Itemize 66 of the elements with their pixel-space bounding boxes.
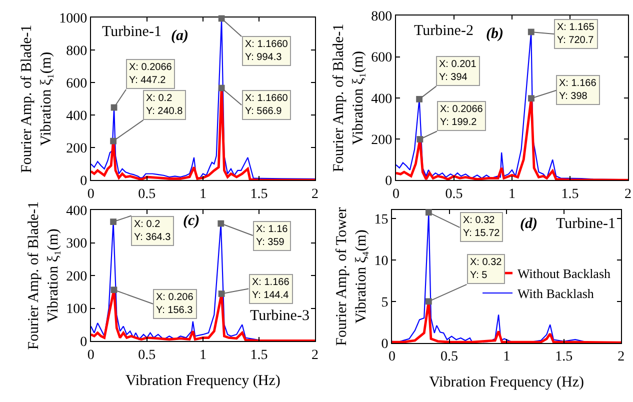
x-tick-label: 1 [199, 187, 206, 202]
y-axis-title: Fourier Amp. of Blade-1 Vibration ξ₁(m) [26, 201, 62, 350]
y-tick-label: 800 [371, 10, 392, 25]
annotation: (b) [486, 26, 504, 42]
x-tick-label: 1.5 [555, 350, 573, 365]
y-tick-label: 0 [385, 174, 392, 190]
x-tick-label: 0.5 [138, 187, 156, 202]
y-tick-label: 0 [381, 336, 388, 352]
y-tick-label: 100 [66, 302, 88, 318]
annotation: X: 0.2 Y: 240.8 [146, 93, 184, 117]
y-tick-label: 5 [381, 295, 388, 310]
y-tick-label: 0 [80, 174, 88, 190]
x-tick-label: 1.5 [250, 348, 268, 363]
y-tick-label: 15 [374, 212, 388, 228]
y-axis-title: Fourier Amp. of Tower Vibration ξ₄(m) [334, 207, 370, 346]
y-tick-label: 600 [371, 50, 392, 66]
x-tick-label: 0.5 [445, 187, 463, 202]
y-tick-label: 400 [371, 92, 392, 107]
y-tick-label: 0 [80, 334, 88, 350]
x-tick-label: 1 [508, 187, 516, 202]
legend-label: Without Backlash [518, 266, 612, 282]
x-tick-label: 0.5 [138, 348, 156, 363]
annotation: X: 1.166 Y: 398 [559, 78, 597, 102]
y-axis-title: Fourier Amp. of Blade-1 Vibration ξ₁(m) [18, 24, 54, 174]
y-tick-label: 1000 [59, 11, 88, 26]
annotation: (a) [171, 28, 188, 44]
legend-label: With Backlash [518, 286, 594, 302]
annotation: X: 0.201 Y: 394 [439, 59, 477, 83]
y-tick-label: 10 [374, 254, 388, 269]
x-tick-label: 1.5 [250, 187, 268, 202]
annotation: Turbine-1 [102, 24, 162, 40]
annotation: X: 0.2066 Y: 447.2 [129, 62, 172, 86]
y-tick-label: 800 [66, 44, 88, 59]
x-axis-title: Vibration Frequency (Hz) [429, 374, 584, 391]
x-tick-label: 0.5 [440, 350, 458, 365]
annotation: (c) [183, 213, 200, 229]
annotation: X: 0.2066 Y: 199.2 [440, 104, 484, 128]
x-tick-label: 2 [624, 187, 632, 202]
y-tick-label: 600 [66, 76, 88, 92]
x-axis-title: Vibration Frequency (Hz) [126, 372, 280, 389]
y-tick-label: 200 [66, 269, 88, 284]
annotation: X: 1.166 Y: 144.4 [252, 277, 290, 301]
annotation: X: 1.165 Y: 720.7 [557, 22, 595, 46]
annotation: X: 0.2 Y: 364.3 [134, 219, 172, 243]
annotation: Turbine-3 [250, 308, 310, 324]
x-tick-label: 2 [618, 350, 625, 365]
annotation: Turbine-1 [556, 216, 616, 232]
annotation: X: 1.1660 Y: 994.3 [245, 39, 288, 63]
annotation: X: 0.32 Y: 5 [470, 257, 502, 281]
x-tick-label: 1 [199, 348, 206, 363]
x-tick-label: 1 [503, 350, 510, 365]
y-tick-label: 400 [66, 204, 88, 219]
y-tick-label: 200 [371, 132, 392, 148]
annotation: X: 0.206 Y: 156.3 [156, 292, 194, 316]
y-tick-label: 400 [66, 109, 88, 124]
y-tick-label: 200 [66, 142, 88, 157]
annotation: (d) [520, 216, 538, 232]
annotation: X: 1.1660 Y: 566.9 [245, 93, 288, 117]
y-axis-title: Fourier Amp. of Blade-1 Vibration ξ₁(m) [330, 24, 366, 172]
annotation: X: 1.16 Y: 359 [256, 224, 288, 248]
annotation: Turbine-2 [414, 23, 474, 39]
annotation: X: 0.32 Y: 15.72 [463, 215, 500, 239]
x-tick-label: 2 [312, 348, 319, 363]
y-tick-label: 300 [66, 236, 88, 252]
x-tick-label: 2 [312, 187, 319, 202]
x-tick-label: 1.5 [561, 187, 579, 202]
